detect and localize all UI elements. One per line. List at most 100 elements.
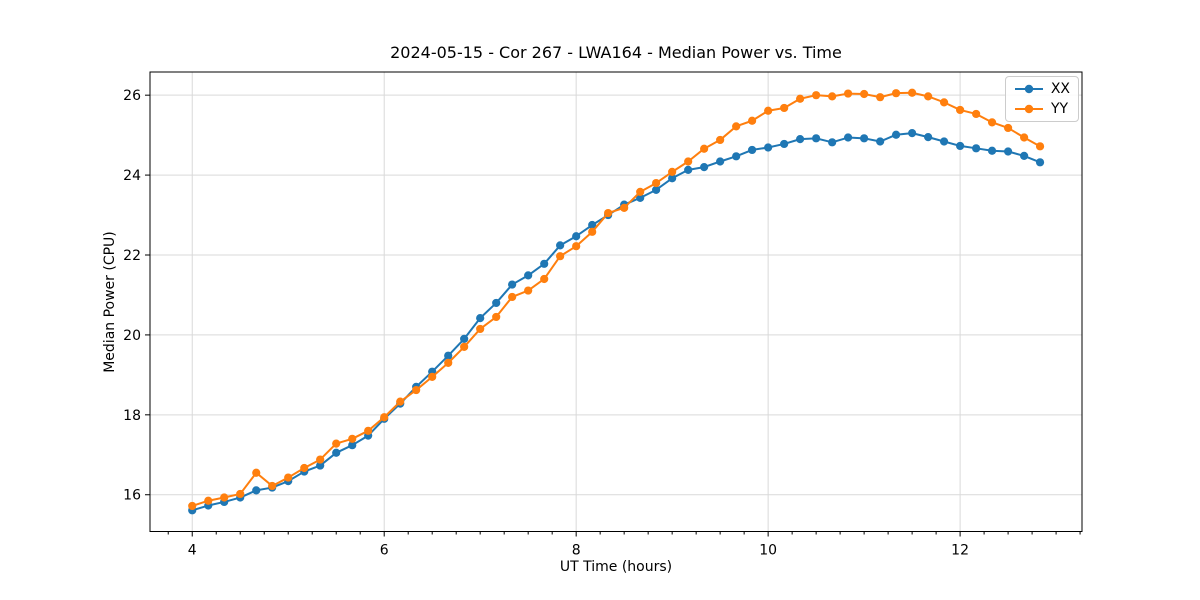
y-tick-label: 26 xyxy=(123,88,141,104)
y-tick-label: 18 xyxy=(123,408,141,424)
data-point xyxy=(1003,123,1013,133)
data-point xyxy=(188,501,197,511)
data-point xyxy=(1020,133,1029,142)
data-point xyxy=(284,473,293,482)
data-point xyxy=(1035,142,1045,151)
data-point xyxy=(748,116,757,125)
data-point xyxy=(956,141,965,151)
data-point xyxy=(204,496,213,505)
data-point xyxy=(444,351,453,360)
data-point xyxy=(812,91,821,100)
data-point xyxy=(795,135,805,144)
data-point xyxy=(939,98,949,107)
data-point xyxy=(252,468,261,477)
series-xx-line xyxy=(191,132,1042,512)
axis-ticks xyxy=(145,94,1081,537)
data-point xyxy=(428,372,437,381)
data-point xyxy=(476,314,485,323)
x-tick-label: 8 xyxy=(572,543,581,559)
data-point xyxy=(939,137,949,146)
data-point xyxy=(716,135,725,145)
data-point xyxy=(636,193,645,202)
data-point xyxy=(588,227,597,236)
plot-border xyxy=(149,71,1083,532)
data-point xyxy=(348,434,357,443)
grid-lines xyxy=(150,72,1082,532)
data-point xyxy=(860,89,869,99)
data-point xyxy=(572,232,581,241)
data-point xyxy=(332,448,341,457)
data-point xyxy=(588,220,597,230)
data-point xyxy=(316,455,325,464)
series-xx xyxy=(188,129,1045,515)
data-point xyxy=(700,162,709,172)
data-point xyxy=(764,143,773,152)
data-point xyxy=(843,133,853,142)
data-point xyxy=(652,178,661,188)
legend-item-xx: XX xyxy=(1014,82,1070,96)
legend-label-yy: YY xyxy=(1051,101,1069,117)
data-point xyxy=(956,105,965,115)
data-point xyxy=(540,274,549,284)
series-yy xyxy=(188,88,1045,511)
data-point xyxy=(252,486,261,495)
legend: XX YY xyxy=(1005,76,1079,122)
data-point xyxy=(620,203,629,212)
data-point xyxy=(492,312,501,322)
data-point xyxy=(460,334,469,344)
data-point xyxy=(924,133,933,142)
data-point xyxy=(812,134,821,143)
data-point xyxy=(364,426,373,435)
data-point xyxy=(476,324,485,334)
data-point xyxy=(732,122,741,131)
data-point xyxy=(508,292,517,302)
data-point xyxy=(332,439,341,448)
y-tick-label: 24 xyxy=(123,168,141,184)
data-point xyxy=(684,157,693,166)
data-point xyxy=(668,167,677,176)
series-yy-line xyxy=(191,91,1042,507)
data-point xyxy=(316,461,325,470)
data-point xyxy=(843,89,853,98)
data-point xyxy=(972,144,981,153)
x-axis-label: UT Time (hours) xyxy=(559,559,673,575)
data-point xyxy=(1020,151,1029,161)
data-point xyxy=(236,489,245,499)
x-tick-label: 10 xyxy=(759,543,777,559)
data-point xyxy=(987,118,997,127)
data-point xyxy=(764,106,773,115)
data-point xyxy=(876,93,885,102)
data-point xyxy=(828,92,837,101)
data-point xyxy=(508,280,517,289)
data-point xyxy=(1035,158,1045,167)
data-point xyxy=(300,463,309,473)
data-point xyxy=(268,481,277,491)
data-point xyxy=(540,259,549,268)
data-point xyxy=(1003,147,1013,156)
data-point xyxy=(795,94,805,103)
data-point xyxy=(908,129,917,138)
data-point xyxy=(987,146,997,155)
data-point xyxy=(348,441,357,450)
legend-item-yy: YY xyxy=(1014,102,1070,116)
data-point xyxy=(572,242,581,251)
legend-line-marker-icon xyxy=(1015,104,1043,114)
data-point xyxy=(556,241,565,250)
x-tick-label: 4 xyxy=(188,543,197,559)
chart-title: 2024-05-15 - Cor 267 - LWA164 - Median P… xyxy=(390,43,842,62)
tick-labels: 4 6 8 10 12 16 18 20 22 24 26 xyxy=(123,88,969,558)
y-axis-label: Median Power (CPU) xyxy=(102,231,118,373)
data-point xyxy=(524,271,533,280)
data-point xyxy=(636,187,645,196)
data-point xyxy=(684,165,693,174)
data-point xyxy=(492,298,501,308)
data-point xyxy=(860,134,869,143)
y-tick-label: 16 xyxy=(123,488,141,504)
data-point xyxy=(700,144,709,153)
legend-label-xx: XX xyxy=(1050,81,1070,97)
y-tick-label: 20 xyxy=(123,328,141,344)
data-point xyxy=(780,103,789,113)
data-point xyxy=(380,413,389,422)
data-point xyxy=(412,385,421,395)
